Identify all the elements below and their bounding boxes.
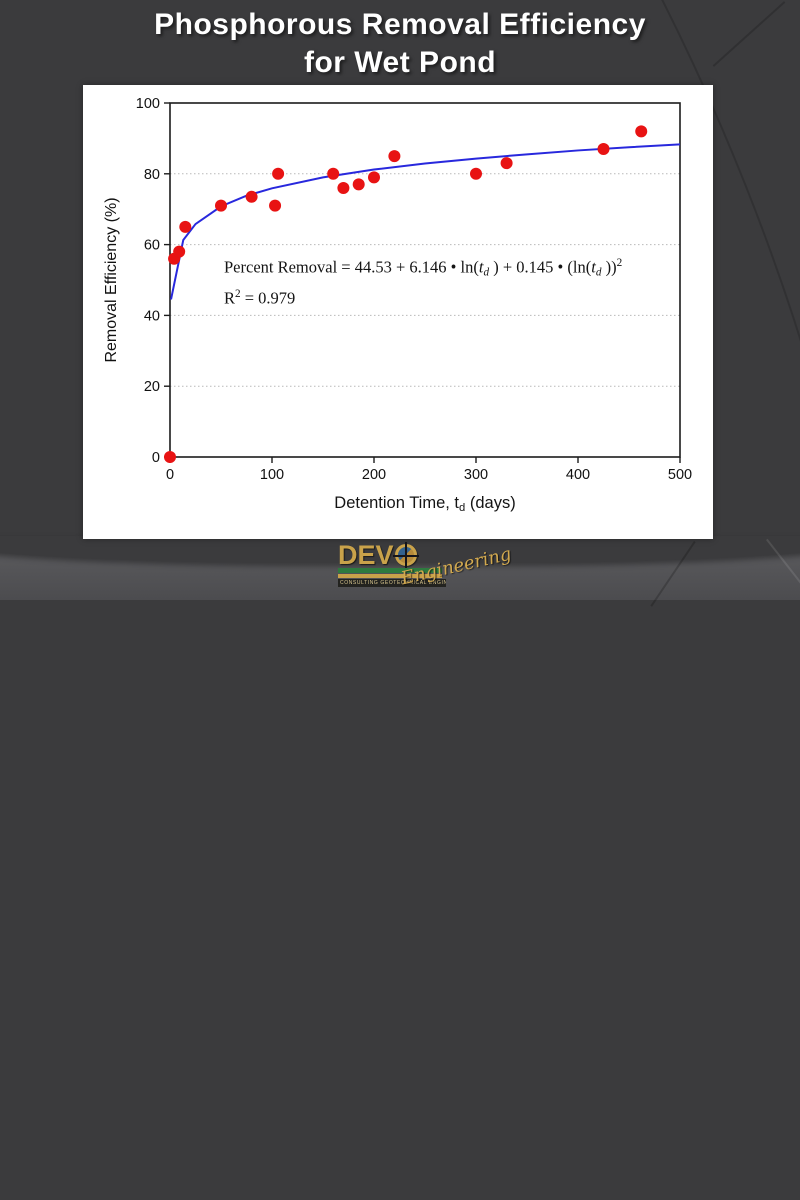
x-tick-label: 100 [260, 467, 284, 483]
logo-wordmark: DEV [338, 540, 394, 570]
logo-bar-gold [338, 574, 442, 578]
y-tick-label: 80 [144, 167, 160, 183]
data-point [327, 167, 340, 180]
data-point [164, 451, 176, 463]
devo-logo: DEV CONSULTING GEOTECHNICAL ENGINEERS En… [338, 540, 513, 595]
title-line-1: Phosphorous Removal Efficiency [154, 8, 646, 41]
y-tick-label: 100 [136, 96, 160, 112]
x-tick-label: 500 [668, 467, 692, 483]
data-point [388, 150, 401, 163]
chart: 0 20 40 60 80 100 0 100 200 300 400 500 Removal Effi… [103, 96, 692, 483]
x-tick-label: 400 [566, 467, 590, 483]
data-point [245, 190, 258, 203]
data-point [635, 125, 648, 138]
r-squared-line: R2 = 0.979 [224, 288, 296, 308]
logo-bar-green [338, 568, 442, 573]
data-point [352, 178, 365, 191]
y-tick-label: 60 [144, 238, 160, 254]
y-axis-label: Removal Efficiency (%) [103, 197, 120, 362]
chart-panel: 0 20 40 60 80 100 0 100 200 300 400 500 Removal Effi… [83, 85, 713, 539]
data-point [337, 181, 350, 194]
data-point [272, 167, 285, 180]
x-tick-label: 200 [362, 467, 386, 483]
x-tick-label: 0 [166, 467, 174, 483]
data-point [173, 245, 186, 258]
data-point [500, 157, 513, 170]
x-axis-label: Detention Time, td (days) [334, 494, 516, 514]
logo-crosshair-icon [392, 542, 419, 568]
data-point [597, 143, 610, 156]
crosshair-vertical [405, 542, 408, 568]
y-tick-label: 20 [144, 379, 160, 395]
title-line-2: for Wet Pond [303, 46, 497, 79]
x-tick-label: 300 [464, 467, 488, 483]
y-tick-label: 40 [144, 308, 160, 324]
plot-frame [169, 102, 681, 458]
data-point [269, 199, 282, 212]
y-tick-label: 0 [152, 450, 160, 466]
fit-equation: Percent Removal = 44.53 + 6.146 • ln(td … [224, 257, 622, 309]
logo-wordmark-row: DEV [338, 540, 498, 570]
data-point [368, 171, 380, 184]
data-point [179, 220, 192, 233]
equation-line: Percent Removal = 44.53 + 6.146 • ln(td … [224, 257, 623, 279]
data-point [470, 167, 482, 180]
data-point [215, 199, 227, 212]
fit-curve [170, 143, 681, 300]
logo-tagline: CONSULTING GEOTECHNICAL ENGINEERS [338, 579, 446, 587]
slide-title: Phosphorous Removal Efficiency for Wet P… [0, 6, 800, 82]
